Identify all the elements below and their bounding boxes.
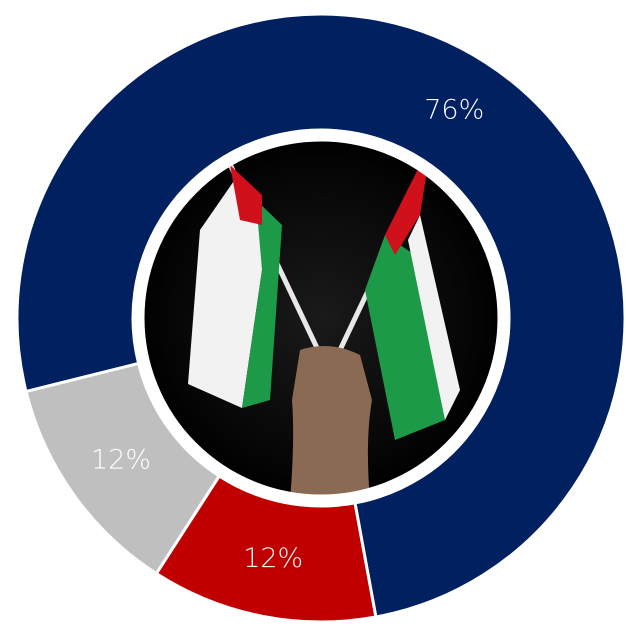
- flag-red: [230, 165, 262, 225]
- flag-white: [408, 215, 460, 420]
- donut-slice: [15, 12, 626, 619]
- flag-white: [188, 175, 262, 408]
- data-label: 12%: [91, 445, 151, 476]
- flag-red: [385, 165, 428, 255]
- flag-green: [365, 235, 445, 440]
- data-label: 12%: [243, 543, 303, 574]
- photo-border: [141, 138, 501, 498]
- hands: [290, 346, 372, 496]
- flag-green: [242, 200, 282, 408]
- center-photo: [143, 140, 499, 496]
- slices: [15, 12, 626, 624]
- donut-slice: [24, 361, 222, 576]
- data-label: 76%: [424, 95, 484, 126]
